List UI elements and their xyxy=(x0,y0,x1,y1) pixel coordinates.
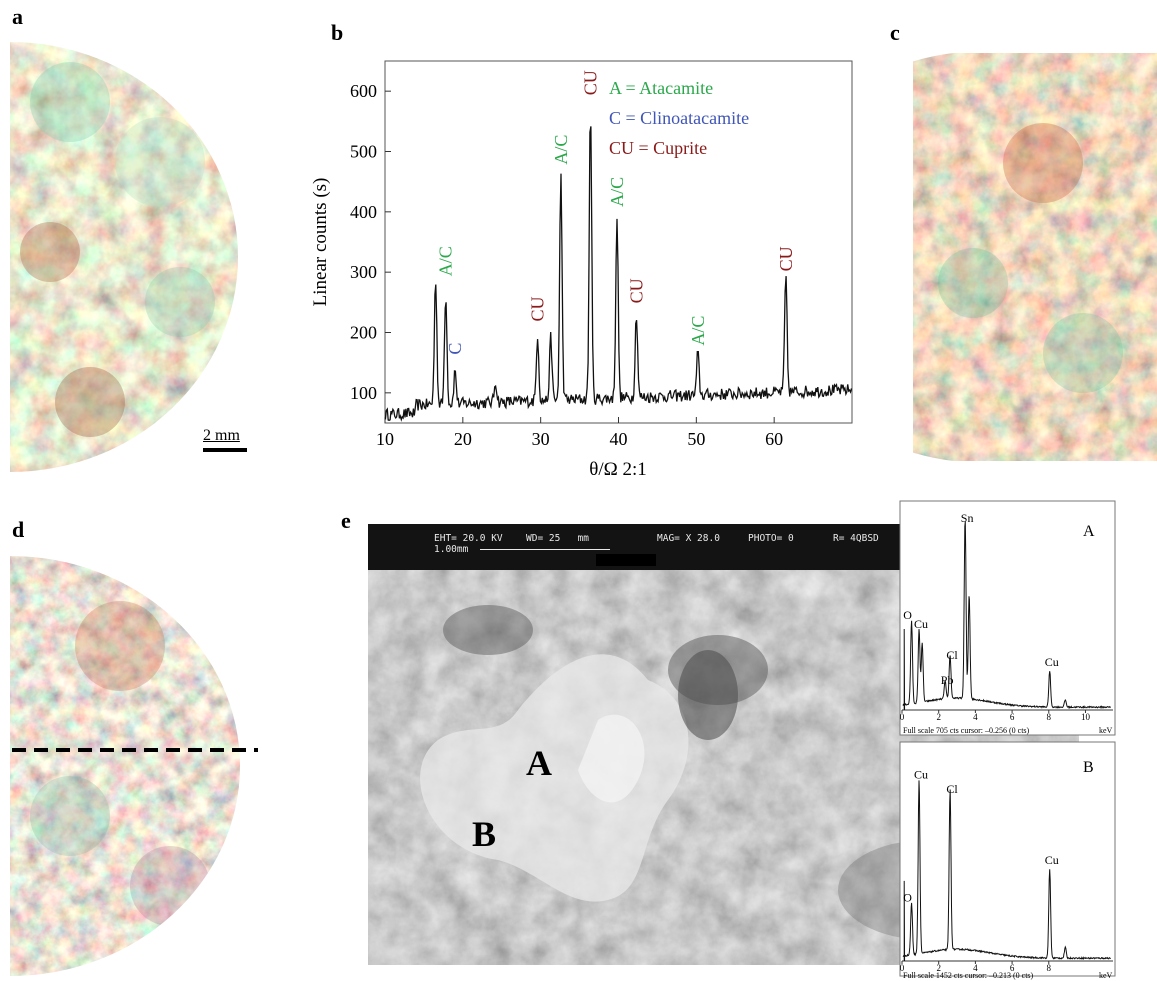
peak-label: CU xyxy=(528,296,548,321)
eds-tick-label: 10 xyxy=(1081,712,1091,722)
region-b-label: B xyxy=(472,814,496,854)
eds-tick-label: 8 xyxy=(1047,712,1052,722)
eds-spectrum-b: 0 2 4 6 8 O Cu Cl Cu B Full scale 1452 cts curs… xyxy=(899,741,1116,980)
y-tick-label: 400 xyxy=(350,202,377,222)
peak-label: CU xyxy=(776,246,796,271)
sem-scale-label: 1.00mm xyxy=(434,544,469,555)
y-tick-label: 100 xyxy=(350,383,377,403)
eds-b-title: B xyxy=(1083,759,1094,776)
eds-peak-label: Cu xyxy=(914,768,928,782)
x-tick-label: 40 xyxy=(610,429,628,449)
peak-label: CU xyxy=(580,70,600,95)
eds-tick-label: 0 xyxy=(900,963,905,973)
sem-photo: PHOTO= 0 xyxy=(748,533,794,544)
eds-tick-label: 6 xyxy=(1010,712,1015,722)
eds-b-unit: keV xyxy=(1099,971,1113,980)
coin-half-a-image xyxy=(10,42,238,472)
sem-r: R= 4QBSD xyxy=(833,533,879,544)
panel-label-d: d xyxy=(12,517,25,542)
eds-peak-label: Cu xyxy=(1045,655,1059,669)
eds-peak-label: Cl xyxy=(946,782,958,796)
eds-peak-label: O xyxy=(903,608,912,622)
sem-wd: WD= 25 mm xyxy=(526,533,589,544)
y-axis-label: Linear counts (s) xyxy=(310,178,331,307)
x-tick-label: 20 xyxy=(454,429,472,449)
eds-peak-label: O xyxy=(903,890,912,904)
eds-tick-label: 0 xyxy=(900,712,905,722)
y-tick-label: 300 xyxy=(350,262,377,282)
sem-scale-marker xyxy=(596,554,656,566)
eds-tick-label: 2 xyxy=(936,712,941,722)
eds-a-footer: Full scale 705 cts cursor: –0.256 (0 cts… xyxy=(903,726,1030,735)
panel-label-e: e xyxy=(341,508,351,533)
x-tick-label: 50 xyxy=(687,429,705,449)
eds-peak-label: Cl xyxy=(946,648,958,662)
peak-label: C xyxy=(445,343,465,355)
eds-tick-label: 6 xyxy=(1010,963,1015,973)
sem-mag: MAG= X 28.0 xyxy=(657,533,720,544)
legend-clinoatacamite: C = Clinoatacamite xyxy=(609,108,749,128)
scale-bar-label: 2 mm xyxy=(203,427,240,444)
coin-half-d-image xyxy=(10,556,240,976)
eds-peak-label: Cu xyxy=(1045,853,1059,867)
legend-atacamite: A = Atacamite xyxy=(609,78,713,98)
sem-scale-bar xyxy=(480,549,610,550)
eds-peak-label: Sn xyxy=(961,511,974,525)
eds-tick-label: 4 xyxy=(973,712,978,722)
panel-label-c: c xyxy=(890,20,900,45)
sem-eht: EHT= 20.0 KV xyxy=(434,533,503,544)
x-tick-label: 10 xyxy=(376,429,394,449)
eds-a-unit: keV xyxy=(1099,726,1113,735)
xrd-pattern-line xyxy=(384,126,853,422)
scale-bar xyxy=(203,448,247,452)
panel-label-a: a xyxy=(12,4,23,29)
eds-b-footer: Full scale 1452 cts cursor: –0.213 (0 ct… xyxy=(903,971,1034,980)
peak-label: A/C xyxy=(436,246,456,276)
eds-tick-label: 4 xyxy=(973,963,978,973)
peak-label: A/C xyxy=(607,177,627,207)
peak-label: A/C xyxy=(688,316,708,346)
panel-label-b: b xyxy=(331,20,344,45)
peak-label: A/C xyxy=(551,135,571,165)
eds-tick-label: 8 xyxy=(1047,963,1052,973)
section-line xyxy=(12,748,258,752)
eds-peak-label: Pb xyxy=(941,673,954,687)
eds-a-title: A xyxy=(1083,523,1095,540)
peak-label: CU xyxy=(626,278,646,303)
region-a-label: A xyxy=(526,743,552,783)
eds-tick-label: 2 xyxy=(936,963,941,973)
y-tick-label: 600 xyxy=(350,81,377,101)
x-axis-label: θ/Ω 2:1 xyxy=(589,459,647,480)
x-tick-label: 30 xyxy=(532,429,550,449)
y-tick-label: 200 xyxy=(350,323,377,343)
x-tick-label: 60 xyxy=(765,429,783,449)
coin-half-c-image xyxy=(913,53,1157,461)
eds-peak-label: Cu xyxy=(914,617,928,631)
xrd-chart: 100 200 300 400 500 600 10 20 30 40 50 60 A/C C CU A/… xyxy=(310,60,853,480)
legend: A = Atacamite C = Clinoatacamite CU = Cu… xyxy=(609,78,749,158)
y-tick-label: 500 xyxy=(350,142,377,162)
legend-cuprite: CU = Cuprite xyxy=(609,138,707,158)
